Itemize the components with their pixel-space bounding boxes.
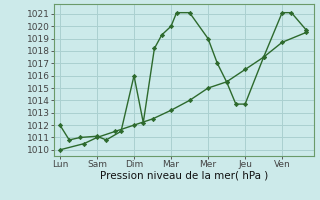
X-axis label: Pression niveau de la mer( hPa ): Pression niveau de la mer( hPa ) (100, 171, 268, 181)
